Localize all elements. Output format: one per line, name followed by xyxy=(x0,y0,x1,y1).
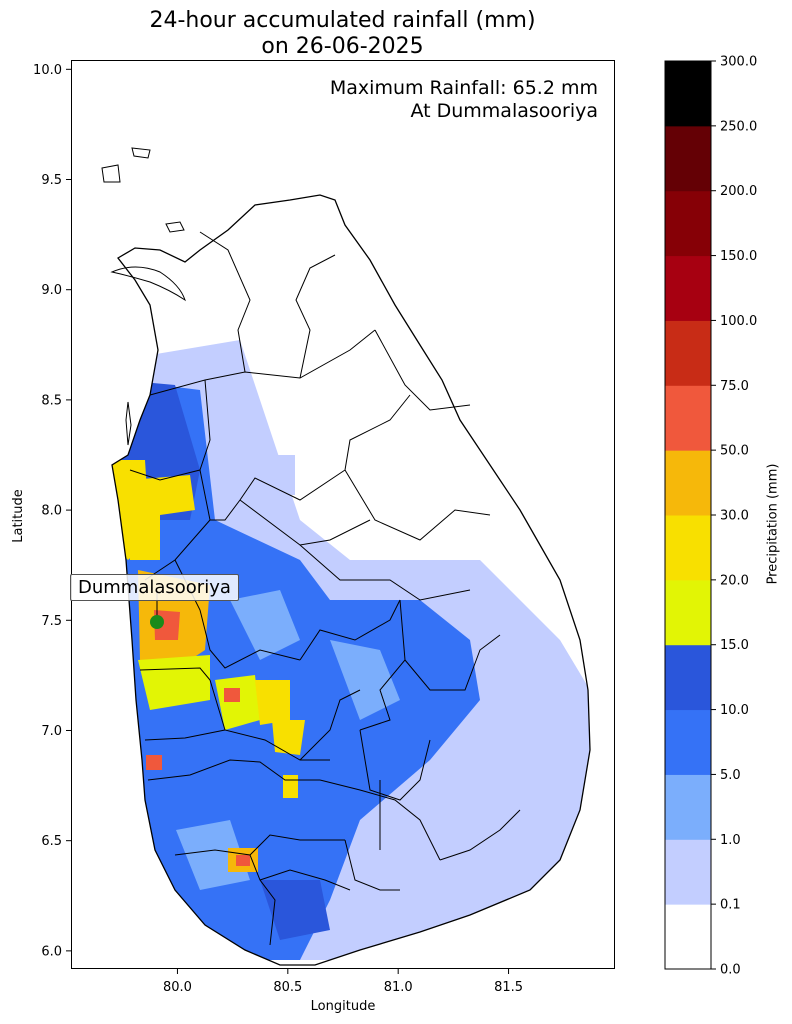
y-tick-label: 9.0 xyxy=(41,283,62,298)
max-rainfall-station-marker xyxy=(150,615,164,629)
colorbar-tick-label: 100.0 xyxy=(720,314,757,329)
x-tick-label: 80.5 xyxy=(273,980,302,995)
colorbar-tick-label: 20.0 xyxy=(720,573,749,588)
y-tick-label: 7.0 xyxy=(41,724,62,739)
colorbar-segment xyxy=(665,839,711,905)
chart-title-line2: on 26-06-2025 xyxy=(261,34,424,59)
colorbar-title: Precipitation (mm) xyxy=(765,463,781,585)
y-tick-label: 8.5 xyxy=(41,393,62,408)
colorbar-segment xyxy=(665,255,711,321)
colorbar-tick-label: 150.0 xyxy=(720,249,757,264)
colorbar-tick-label: 250.0 xyxy=(720,119,757,134)
colorbar-tick-label: 75.0 xyxy=(720,379,749,394)
y-tick-label: 10.0 xyxy=(33,63,62,78)
rainfall-field xyxy=(112,340,590,960)
colorbar-tick-label: 10.0 xyxy=(720,703,749,718)
y-tick-label: 6.5 xyxy=(41,834,62,849)
y-axis-ticks: 6.0 6.5 7.0 7.5 8.0 8.5 9.0 9.5 10.0 xyxy=(33,63,72,959)
colorbar-segment xyxy=(665,644,711,711)
colorbar-tick-label: 1.0 xyxy=(720,833,741,848)
colorbar-segment xyxy=(665,61,711,127)
max-rainfall-annotation: Maximum Rainfall: 65.2 mm xyxy=(329,77,598,99)
colorbar-segment xyxy=(665,450,711,516)
colorbar-tick-label: 0.1 xyxy=(720,898,741,913)
x-axis-label: Longitude xyxy=(311,999,376,1014)
colorbar-segment xyxy=(665,190,711,257)
x-tick-label: 81.5 xyxy=(494,980,523,995)
colorbar-tick-label: 50.0 xyxy=(720,444,749,459)
colorbar-segment xyxy=(665,579,711,646)
x-tick-label: 81.0 xyxy=(384,980,413,995)
max-rainfall-location: At Dummalasooriya xyxy=(410,100,598,122)
colorbar-segment xyxy=(665,774,711,840)
colorbar-tick-label: 300.0 xyxy=(720,55,757,70)
y-tick-label: 9.5 xyxy=(41,173,62,188)
coastline xyxy=(111,194,591,966)
colorbar-segment xyxy=(665,709,711,775)
colorbar-segment xyxy=(665,904,711,970)
colorbar-segment xyxy=(665,385,711,451)
colorbar-segment xyxy=(665,515,711,581)
y-tick-label: 7.5 xyxy=(41,614,62,629)
lagoons-islands xyxy=(101,147,186,446)
chart-title-line1: 24-hour accumulated rainfall (mm) xyxy=(149,8,536,33)
colorbar-segment xyxy=(665,320,711,386)
colorbar-tick-label: 0.0 xyxy=(720,963,741,978)
colorbar-tick-label: 5.0 xyxy=(720,768,741,783)
station-label: Dummalasooriya xyxy=(70,574,239,601)
colorbar-tick-label: 15.0 xyxy=(720,638,749,653)
colorbar-tick-label: 30.0 xyxy=(720,509,749,524)
y-tick-label: 8.0 xyxy=(41,504,62,519)
map-axes-frame xyxy=(71,60,615,969)
colorbar: 0.0 0.1 1.0 5.0 10.0 15.0 20.0 30.0 50.0 75.0 100.… xyxy=(664,55,757,978)
district-boundaries xyxy=(129,231,521,946)
y-axis-label: Latitude xyxy=(11,489,26,543)
x-axis-ticks: 80.0 80.5 81.0 81.5 xyxy=(163,968,523,995)
x-tick-label: 80.0 xyxy=(163,980,192,995)
colorbar-segment xyxy=(665,125,711,192)
colorbar-tick-label: 200.0 xyxy=(720,184,757,199)
y-tick-label: 6.0 xyxy=(41,944,62,959)
